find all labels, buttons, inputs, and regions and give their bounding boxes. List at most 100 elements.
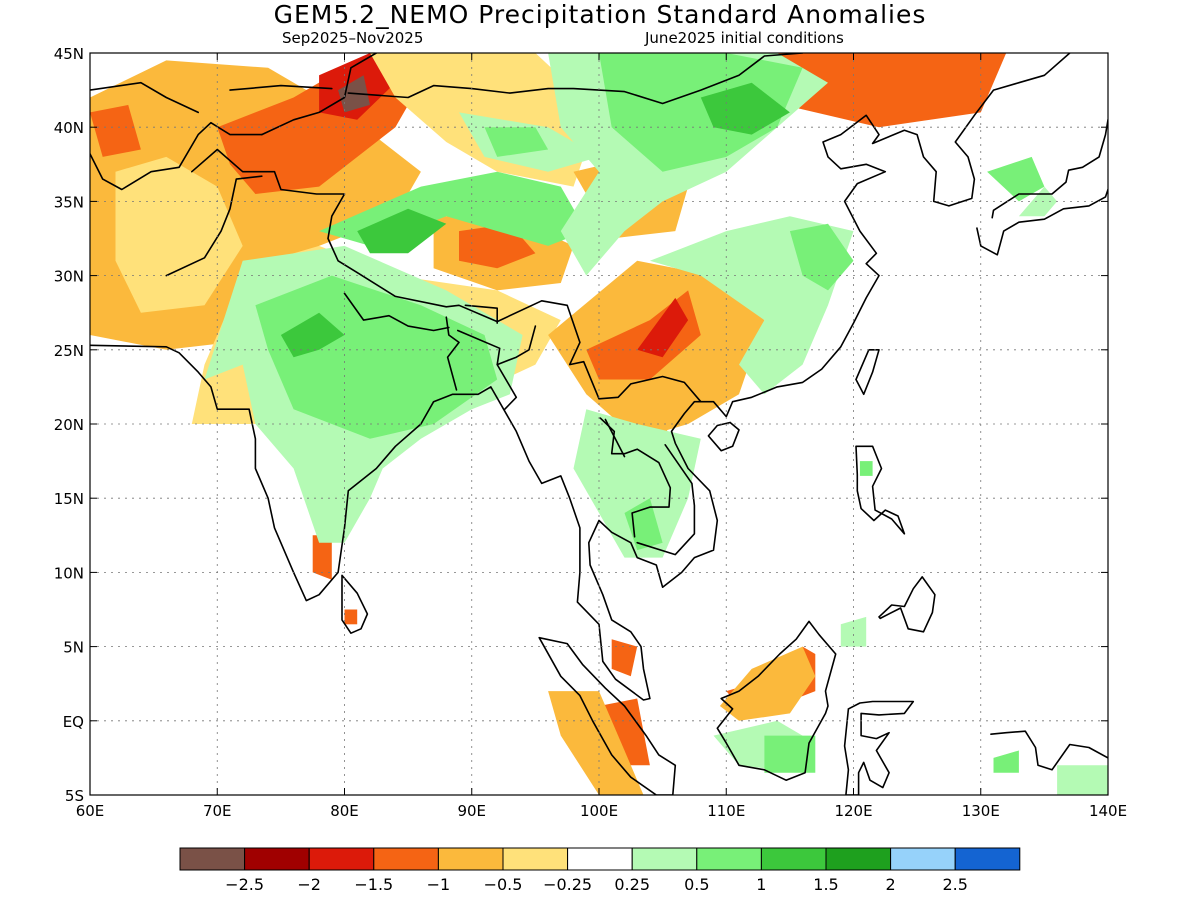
lat-tick-label: 5N (63, 639, 84, 657)
anomaly-region-16 (312, 535, 332, 580)
colorbar-swatch-6 (567, 847, 633, 871)
coastline-10 (991, 119, 1108, 219)
colorbar-swatch-2 (308, 847, 375, 871)
anomaly-region-34 (484, 127, 549, 157)
colorbar-label: −2 (297, 875, 321, 894)
colorbar-label: 2.5 (942, 875, 967, 894)
colorbar-label: 1.5 (813, 875, 838, 894)
anomaly-region-17 (344, 609, 358, 625)
colorbar-label: −0.5 (484, 875, 523, 894)
colorbar-swatch-9 (760, 847, 827, 871)
colorbar-swatch-7 (631, 847, 698, 871)
colorbar-swatch-1 (244, 847, 310, 871)
coastline-5 (855, 445, 906, 535)
colorbar-swatch-3 (373, 847, 439, 871)
lat-tick-label: 20N (54, 416, 84, 434)
anomaly-region-29 (599, 53, 803, 172)
coastline-24 (636, 443, 696, 556)
anomaly-region-25 (280, 312, 345, 358)
coastline-23 (604, 418, 626, 458)
anomaly-region-19 (599, 698, 650, 766)
coastline-2 (538, 636, 677, 795)
anomaly-region-39 (840, 616, 867, 647)
coastline-19 (90, 121, 263, 191)
colorbar-swatch-4 (437, 847, 504, 871)
coastline-12 (191, 148, 702, 403)
coastline-0 (90, 53, 1071, 701)
coastline-17 (464, 304, 499, 324)
anomaly-region-22 (719, 646, 816, 721)
anomaly-region-27 (357, 208, 447, 254)
colorbar-label: −1.5 (354, 875, 393, 894)
colorbar-label: −2.5 (225, 875, 264, 894)
colorbar-label: 0.25 (614, 875, 650, 894)
coastline-18 (260, 53, 378, 136)
anomaly-region-43 (1057, 765, 1108, 795)
anomaly-field (90, 53, 1108, 795)
coastline-20 (347, 53, 804, 105)
colorbar-label: 0.5 (684, 875, 709, 894)
colorbar-swatch-11 (890, 847, 956, 871)
anomaly-region-44 (993, 750, 1019, 773)
lon-tick-label: 130E (962, 802, 1000, 820)
coastline-8 (855, 348, 880, 396)
anomaly-region-38 (764, 735, 816, 773)
colorbar-swatch-0 (179, 847, 246, 871)
lat-tick-label: 25N (54, 342, 84, 360)
anomaly-region-41 (987, 156, 1045, 202)
anomaly-region-35 (573, 409, 701, 558)
colorbar-label: 2 (886, 875, 896, 894)
axis-ticks: 60E 70E 80E 90E 100E 110E 120E 130E 140E 45N 40N 35… (54, 45, 1127, 820)
anomaly-region-32 (789, 223, 854, 291)
coastlines (90, 53, 1108, 795)
coastline-13 (165, 175, 263, 277)
anomaly-region-1 (115, 156, 243, 313)
lon-tick-label: 70E (203, 802, 232, 820)
lat-tick-label: 30N (54, 268, 84, 286)
lon-tick-label: 100E (580, 802, 618, 820)
lon-tick-label: 60E (76, 802, 105, 820)
colorbar-label: −1 (427, 875, 451, 894)
lon-tick-label: 110E (707, 802, 745, 820)
coastline-22 (599, 417, 672, 538)
colorbar-swatch-8 (696, 847, 762, 871)
anomaly-region-20 (548, 691, 644, 795)
lon-tick-label: 120E (834, 802, 872, 820)
coastline-14 (445, 316, 460, 391)
lat-tick-label: 45N (54, 45, 84, 63)
coastline-7 (707, 421, 740, 452)
colorbar-label: −0.25 (543, 875, 592, 894)
lat-tick-label: 5S (65, 787, 84, 805)
colorbar-swatch-12 (954, 847, 1021, 871)
lat-tick-label: 10N (54, 564, 84, 582)
colorbar-label: 1 (756, 875, 766, 894)
coastline-3 (716, 620, 837, 782)
lon-tick-label: 140E (1089, 802, 1127, 820)
coastline-26 (90, 81, 199, 114)
initial-conditions-subtitle: June2025 initial conditions (645, 29, 844, 47)
lat-tick-label: 15N (54, 490, 84, 508)
lat-tick-label: 40N (54, 119, 84, 137)
coastline-11 (990, 730, 1108, 771)
coastline-9 (976, 188, 1108, 256)
anomaly-region-12 (637, 297, 689, 358)
lon-tick-label: 80E (330, 802, 359, 820)
lat-tick-label: EQ (63, 713, 84, 731)
chart-title: GEM5.2_NEMO Precipitation Standard Anoma… (273, 0, 927, 29)
anomaly-region-2 (90, 104, 141, 157)
coastline-21 (496, 325, 537, 366)
season-subtitle: Sep2025–Nov2025 (282, 29, 424, 47)
coastline-6 (878, 576, 936, 633)
coastline-16 (343, 292, 450, 332)
lat-tick-label: 35N (54, 193, 84, 211)
colorbar: −2.5 −2 −1.5 −1 −0.5 −0.25 0.25 0.5 1 1.5 2 2.5 (179, 847, 1021, 894)
colorbar-swatch-5 (502, 847, 569, 871)
colorbar-swatch-10 (825, 847, 892, 871)
graticule (90, 53, 1108, 795)
coastline-25 (229, 84, 333, 91)
anomaly-region-18 (611, 639, 638, 677)
anomaly-region-40 (859, 461, 873, 476)
lon-tick-label: 90E (457, 802, 486, 820)
coastline-1 (341, 574, 369, 635)
